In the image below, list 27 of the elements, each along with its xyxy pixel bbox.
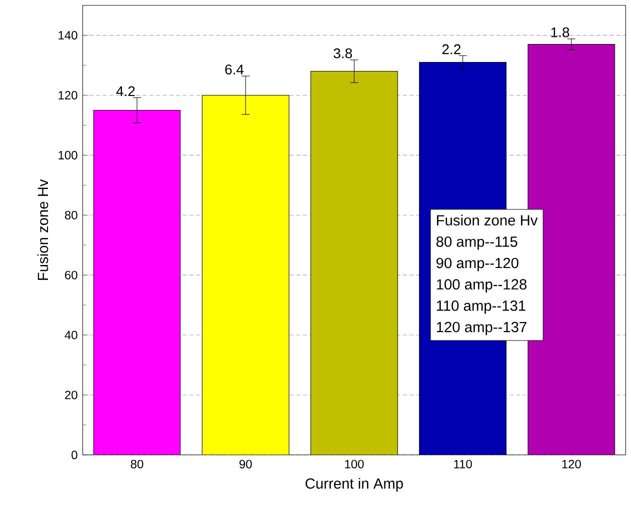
y-tick-label: 120 [58,90,78,100]
y-tick-label: 140 [58,30,78,40]
y-tick-label: 60 [65,270,78,280]
x-tick-label: 100 [345,460,364,468]
bar [93,110,181,455]
x-axis-title: Current in Amp [306,478,403,492]
y-tick-label: 80 [64,210,78,220]
y-axis-title: Fusion zone Hv [37,179,48,280]
y-tick-label: 20 [65,390,78,400]
y-tick-label: 0 [72,450,78,460]
annotation: 80 amp--115 [436,236,518,250]
annotation: 90 amp--120 [436,258,518,271]
annotation: 3.8 [334,48,352,58]
annotation: 4.2 [116,86,135,96]
x-tick-label: 120 [562,460,581,468]
annotation: 1.8 [551,27,570,38]
annotation: 2.2 [442,44,460,54]
annotation: 100 amp--128 [436,279,526,292]
annotation: 120 amp--137 [436,322,526,335]
x-tick-label: 110 [454,460,472,468]
annotation: 6.4 [225,64,244,74]
y-tick-label: 100 [58,150,78,160]
annotation: 110 amp--131 [436,300,526,314]
x-tick-label: 90 [239,460,252,468]
x-tick-label: 80 [130,460,144,468]
y-tick-label: 40 [64,330,78,340]
annotation: Fusion zone Hv [437,214,538,226]
